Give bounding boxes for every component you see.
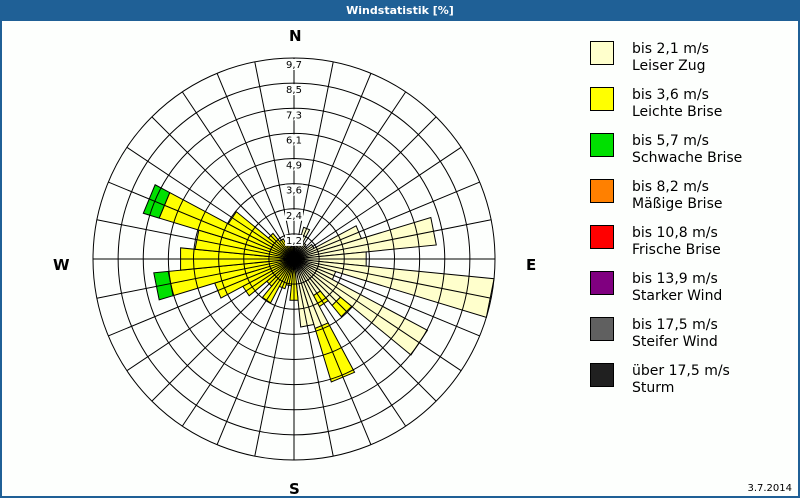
chart-title: Windstatistik [%]: [0, 0, 800, 21]
grid-spoke: [216, 258, 295, 445]
grid-spoke: [126, 258, 295, 372]
legend-range: bis 10,8 m/s: [632, 225, 718, 241]
legend-swatch: [590, 317, 614, 341]
legend-swatch: [590, 179, 614, 203]
grid-spoke: [293, 258, 334, 457]
legend-name: Sturm: [632, 380, 675, 396]
legend-swatch: [590, 41, 614, 65]
grid-spoke: [108, 181, 295, 260]
legend-name: Starker Wind: [632, 288, 723, 304]
legend-swatch: [590, 133, 614, 157]
grid-spoke: [293, 116, 437, 260]
compass-west-label: W: [53, 256, 70, 274]
legend-name: Mäßige Brise: [632, 196, 723, 212]
legend-name: Frische Brise: [632, 242, 721, 258]
grid-spoke: [126, 146, 295, 260]
grid-spoke: [181, 91, 295, 260]
ring-label: 6,1: [286, 135, 302, 146]
grid-spoke: [293, 258, 437, 402]
legend-range: bis 5,7 m/s: [632, 133, 709, 149]
legend-range: bis 8,2 m/s: [632, 179, 709, 195]
ring-label: 3,6: [286, 186, 302, 197]
grid-spoke: [293, 146, 462, 260]
grid-spoke: [293, 181, 480, 260]
ring-label: 1,2: [286, 236, 302, 247]
compass-north-label: N: [289, 27, 302, 45]
grid-spoke: [293, 258, 407, 427]
compass-east-label: E: [526, 256, 537, 274]
legend-range: bis 17,5 m/s: [632, 317, 718, 333]
grid-spoke: [216, 73, 295, 260]
ring-label: 9,7: [286, 60, 302, 71]
grid-spoke: [181, 258, 295, 427]
legend-name: Schwache Brise: [632, 150, 743, 166]
legend-swatch: [590, 271, 614, 295]
date-label: 3.7.2014: [747, 483, 792, 494]
legend-range: über 17,5 m/s: [632, 363, 730, 379]
grid-spoke: [293, 219, 492, 260]
grid-spoke: [293, 73, 372, 260]
ring-label: 4,9: [286, 161, 302, 172]
grid-spoke: [293, 258, 480, 337]
grid-spoke: [151, 258, 295, 402]
center-hub: [288, 253, 300, 265]
grid-spoke: [96, 258, 295, 299]
grid-spoke: [293, 61, 334, 260]
ring-label: 8,5: [286, 85, 302, 96]
legend-name: Leichte Brise: [632, 104, 723, 120]
legend-range: bis 2,1 m/s: [632, 41, 709, 57]
wind-bar: [314, 322, 356, 383]
compass-south-label: S: [289, 480, 300, 498]
grid-spoke: [151, 116, 295, 260]
wind-bar: [142, 184, 171, 219]
grid-spoke: [293, 258, 462, 372]
ring-label: 2,4: [286, 211, 302, 222]
grid-spoke: [293, 258, 372, 445]
legend-swatch: [590, 225, 614, 249]
legend-range: bis 3,6 m/s: [632, 87, 709, 103]
legend-name: Steifer Wind: [632, 334, 718, 350]
ring-label: 7,3: [286, 110, 302, 121]
legend-name: Leiser Zug: [632, 58, 706, 74]
grid-spoke: [254, 61, 295, 260]
grid-spoke: [293, 258, 492, 299]
grid-spoke: [108, 258, 295, 337]
grid-spoke: [293, 91, 407, 260]
legend-swatch: [590, 363, 614, 387]
legend-range: bis 13,9 m/s: [632, 271, 718, 287]
grid-spoke: [96, 219, 295, 260]
grid-spoke: [254, 258, 295, 457]
legend-swatch: [590, 87, 614, 111]
